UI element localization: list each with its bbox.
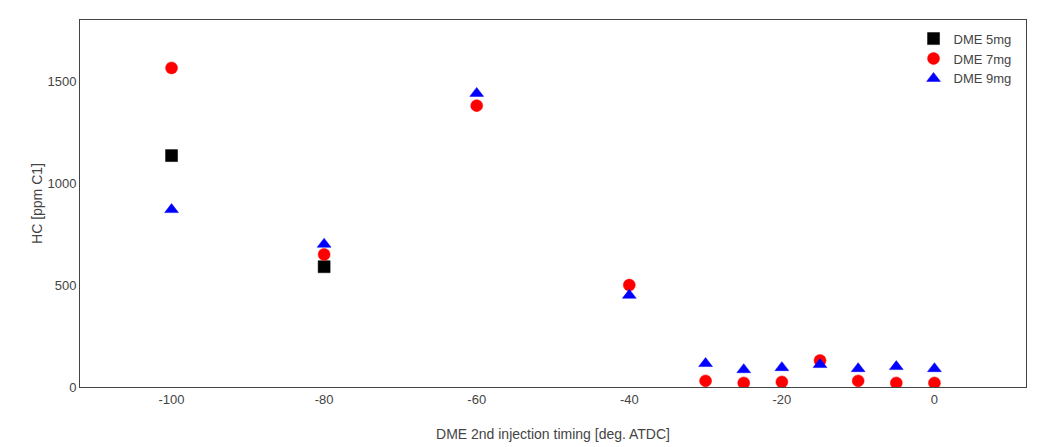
svg-text:DME 9mg: DME 9mg [954,71,1012,86]
svg-text:DME 5mg: DME 5mg [954,32,1012,47]
svg-text:-60: -60 [467,392,486,407]
svg-text:-100: -100 [159,392,185,407]
svg-text:0: 0 [931,392,938,407]
svg-text:1500: 1500 [47,74,76,89]
svg-text:-40: -40 [620,392,639,407]
svg-text:-20: -20 [772,392,791,407]
svg-text:1000: 1000 [47,176,76,191]
svg-text:HC [ppm C1]: HC [ppm C1] [29,163,45,244]
svg-text:DME 7mg: DME 7mg [954,52,1012,67]
svg-text:-80: -80 [315,392,334,407]
svg-text:0: 0 [69,380,76,395]
svg-text:500: 500 [55,278,77,293]
svg-text:DME 2nd injection timing [deg.: DME 2nd injection timing [deg. ATDC] [436,426,670,442]
